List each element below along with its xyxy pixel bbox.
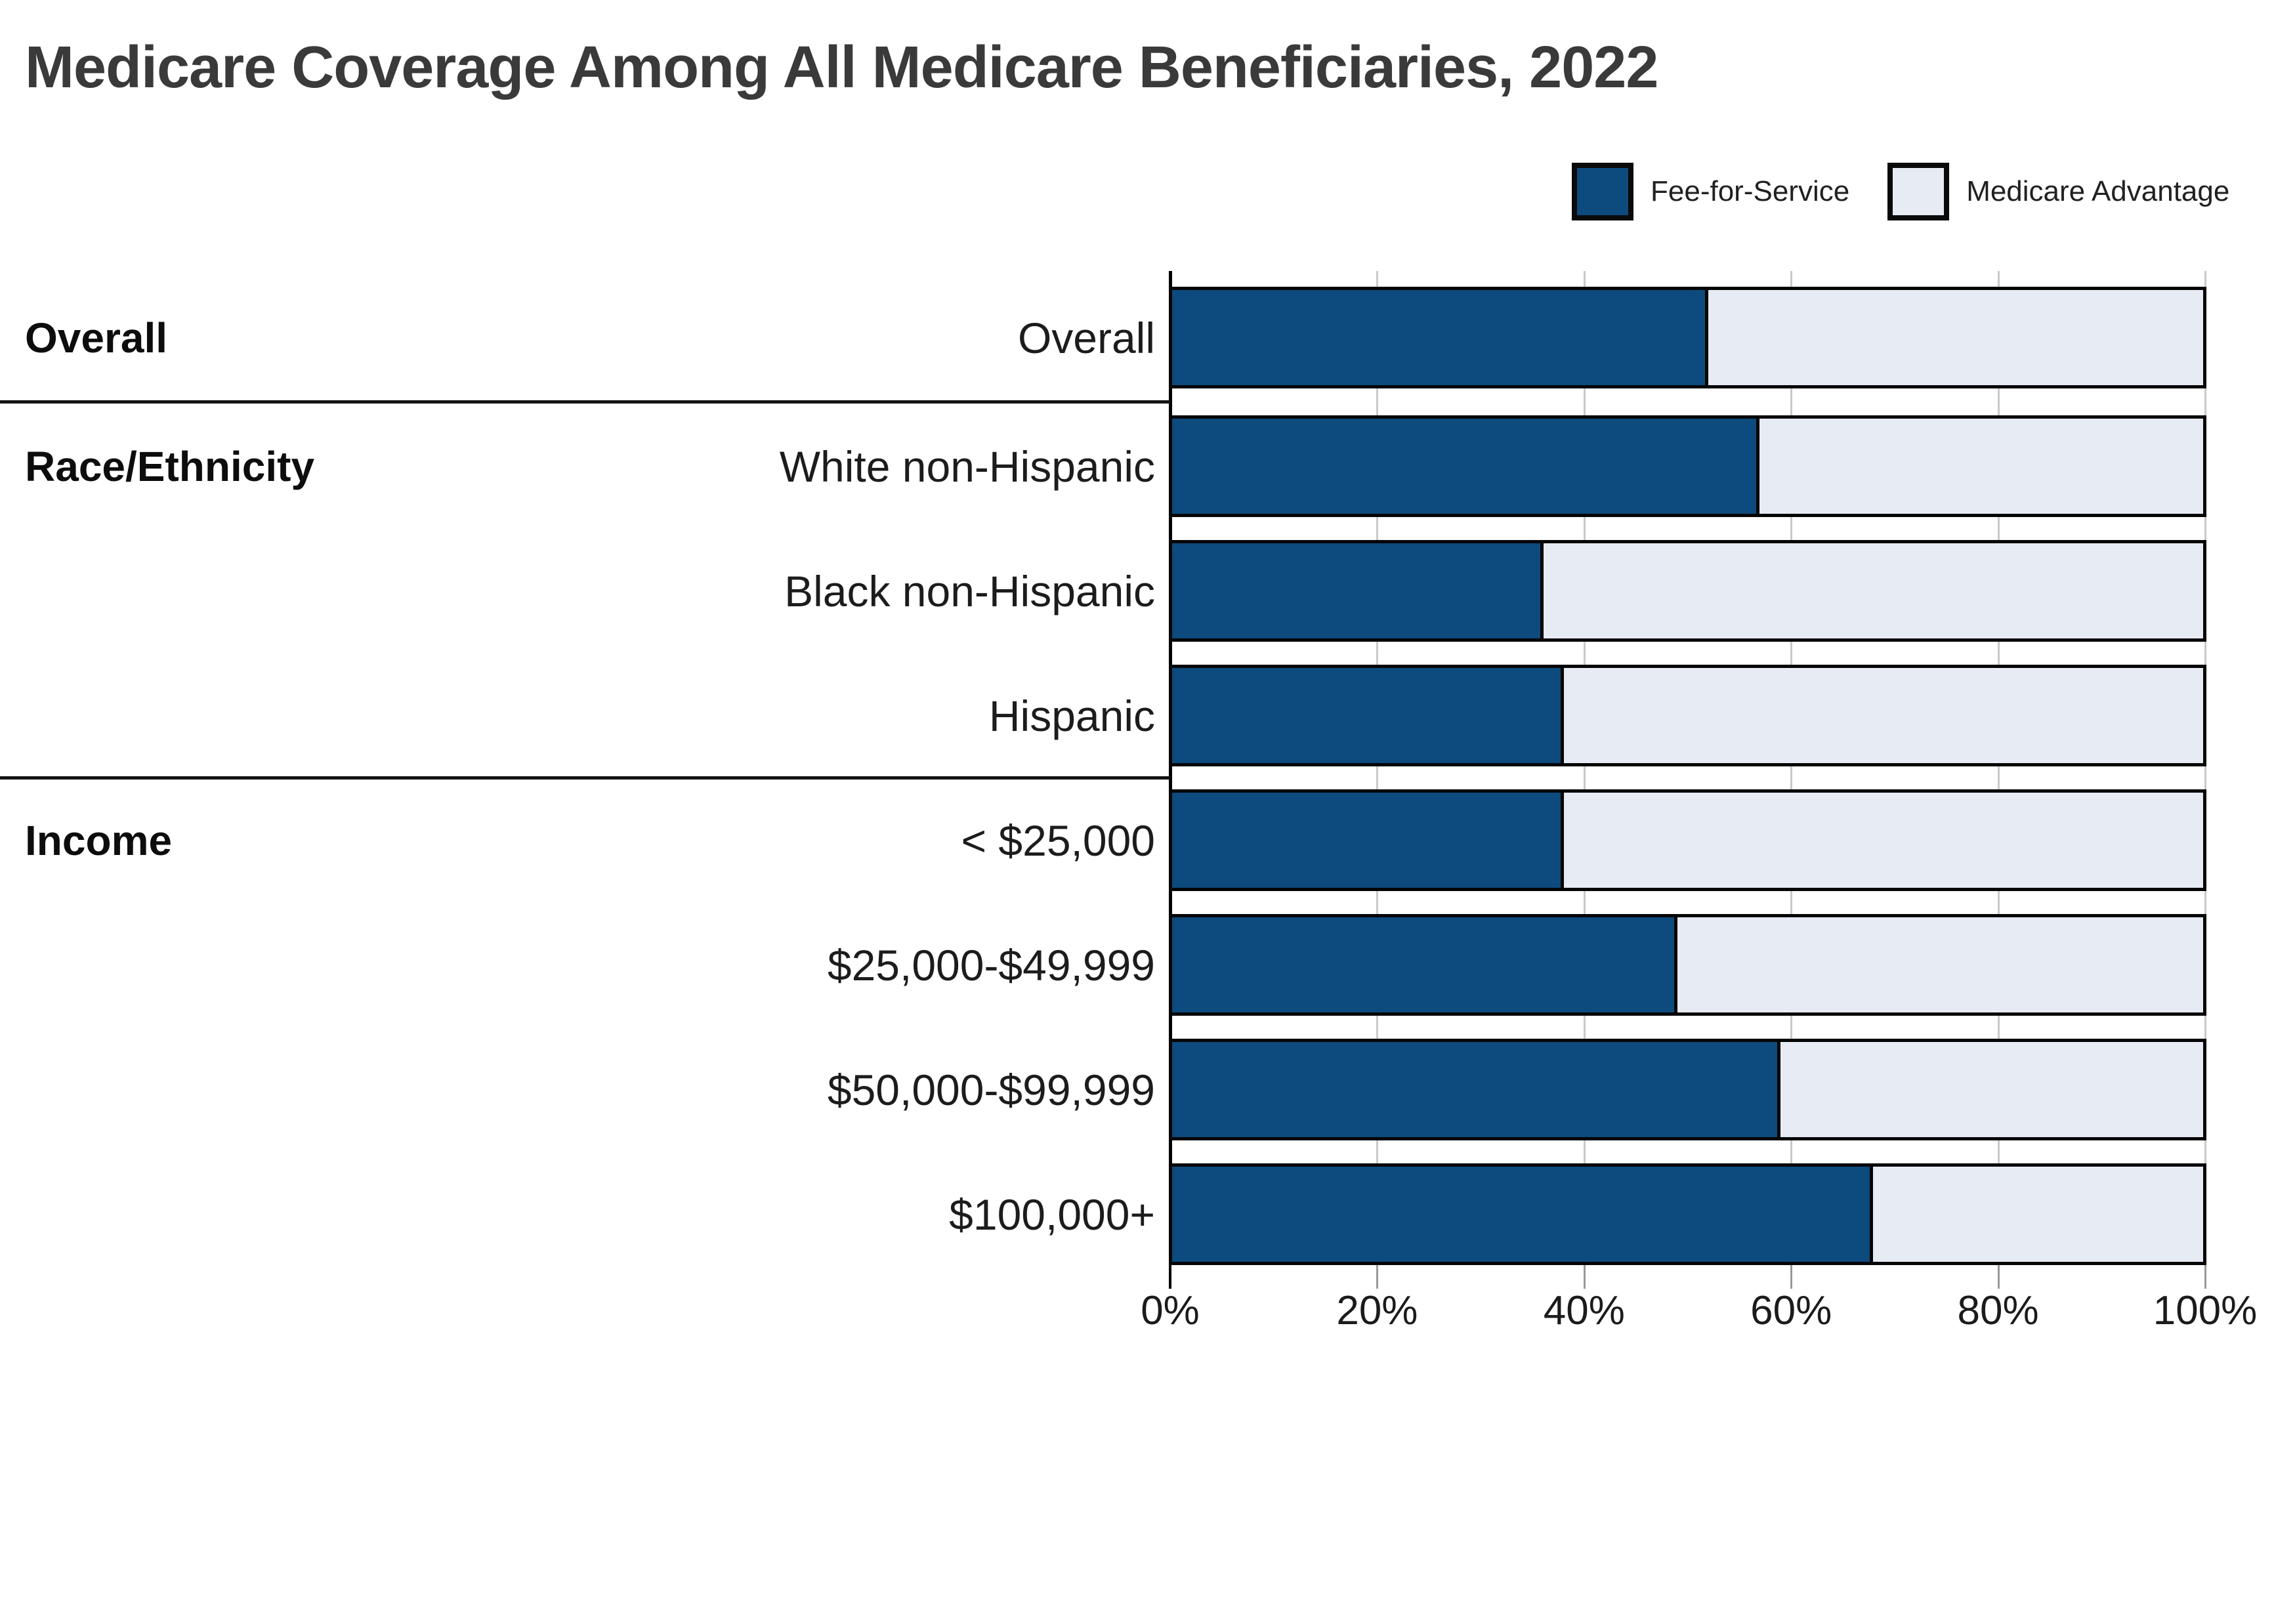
page-title: Medicare Coverage Among All Medicare Ben…: [25, 35, 1658, 100]
bar-segment-fee-for-service[interactable]: [1172, 793, 1564, 888]
legend-label: Medicare Advantage: [1966, 175, 2230, 207]
row-label: Hispanic: [988, 691, 1155, 740]
bar-segment-fee-for-service[interactable]: [1172, 1042, 1780, 1137]
row-label: $25,000-$49,999: [827, 940, 1155, 989]
x-axis-tick: [1169, 1265, 1171, 1289]
group-label: Income: [25, 816, 173, 864]
x-axis-tick-label: 80%: [1957, 1288, 2039, 1333]
bar-segment-fee-for-service[interactable]: [1172, 668, 1564, 763]
x-axis-tick: [1790, 1265, 1793, 1289]
bar-row[interactable]: [1169, 789, 2206, 891]
bar-segment-medicare-advantage[interactable]: [1563, 668, 2203, 763]
bar-segment-fee-for-service[interactable]: [1172, 543, 1544, 638]
bar-segment-medicare-advantage[interactable]: [1780, 1042, 2203, 1137]
bar-row[interactable]: [1169, 415, 2206, 517]
row-label: Black non-Hispanic: [784, 566, 1155, 615]
y-axis-line: [1169, 271, 1172, 1265]
bar-row[interactable]: [1169, 1039, 2206, 1140]
x-axis-tick: [1997, 1265, 2000, 1289]
legend-label: Fee-for-Service: [1651, 175, 1850, 207]
x-axis-tick: [1376, 1265, 1379, 1289]
legend-item: Medicare Advantage: [1887, 163, 2229, 220]
x-axis-tick: [1583, 1265, 1586, 1289]
gridline: [2204, 271, 2206, 1265]
x-axis-tick-label: 20%: [1336, 1288, 1418, 1333]
row-label: < $25,000: [961, 816, 1155, 865]
x-axis-tick-label: 60%: [1750, 1288, 1832, 1333]
bar-segment-fee-for-service[interactable]: [1172, 1167, 1874, 1262]
filled-square-icon: [1572, 163, 1633, 220]
x-axis-tick: [2204, 1265, 2206, 1289]
filled-square-icon: [1887, 163, 1950, 220]
bar-segment-fee-for-service[interactable]: [1172, 917, 1677, 1012]
bar-row[interactable]: [1169, 914, 2206, 1016]
x-axis-tick-label: 40%: [1543, 1288, 1625, 1333]
row-label: Overall: [1017, 313, 1155, 362]
bar-row[interactable]: [1169, 540, 2206, 642]
legend-item: Fee-for-Service: [1572, 163, 1849, 220]
gridline: [1790, 271, 1793, 1265]
bar-segment-fee-for-service[interactable]: [1172, 290, 1708, 385]
x-axis-tick-label: 100%: [2153, 1288, 2258, 1333]
bar-segment-medicare-advantage[interactable]: [1759, 419, 2203, 514]
group-divider-line: [0, 776, 1170, 780]
gridline: [1376, 271, 1379, 1265]
bar-row[interactable]: [1169, 287, 2206, 388]
chart-legend: Fee-for-Service Medicare Advantage: [1572, 163, 2229, 220]
bar-row[interactable]: [1169, 1163, 2206, 1265]
bar-segment-medicare-advantage[interactable]: [1677, 917, 2203, 1012]
row-label: White non-Hispanic: [779, 442, 1155, 491]
group-divider-line: [0, 400, 1170, 404]
bar-row[interactable]: [1169, 665, 2206, 766]
gridline: [1583, 271, 1586, 1265]
bar-segment-medicare-advantage[interactable]: [1708, 290, 2203, 385]
group-label: Overall: [25, 314, 168, 362]
row-label: $100,000+: [949, 1190, 1155, 1239]
group-label: Race/Ethnicity: [25, 442, 315, 490]
bar-segment-medicare-advantage[interactable]: [1873, 1167, 2203, 1262]
gridline: [1997, 271, 2000, 1265]
row-label: $50,000-$99,999: [827, 1065, 1155, 1114]
bar-segment-medicare-advantage[interactable]: [1563, 793, 2203, 888]
bar-segment-fee-for-service[interactable]: [1172, 419, 1760, 514]
bar-segment-medicare-advantage[interactable]: [1543, 543, 2203, 638]
x-axis-tick-label: 0%: [1141, 1288, 1200, 1333]
